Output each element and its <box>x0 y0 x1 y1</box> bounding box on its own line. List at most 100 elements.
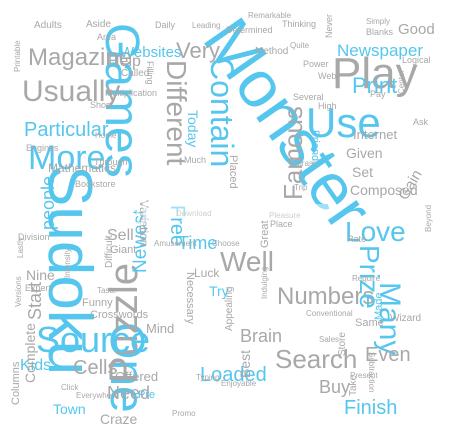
word-more: More <box>28 139 106 177</box>
word-newspaper: Newspaper <box>337 41 423 60</box>
word-method: Method <box>255 46 289 57</box>
word-taste: Taste <box>97 286 117 295</box>
word-download: Download <box>176 209 212 218</box>
word-today: Today <box>185 110 201 148</box>
word-mathematics: Mathematics <box>48 161 117 175</box>
word-determined: Determined <box>226 25 273 35</box>
word-play: Play <box>332 49 418 98</box>
word-loaded: Loaded <box>200 364 267 386</box>
word-made: Made <box>373 292 385 320</box>
word-town: Town <box>53 401 86 417</box>
word-kids: Kids <box>20 357 52 374</box>
word-even: Even <box>365 344 411 366</box>
word-mind: Mind <box>146 321 175 336</box>
word-sales: Sales <box>319 335 340 344</box>
word-search: Search <box>275 344 358 374</box>
word-very: Very <box>176 38 221 63</box>
word-magazine: Magazine <box>28 44 133 71</box>
word-trip: Trip <box>294 183 308 192</box>
word-websites: Websites <box>120 44 182 61</box>
word-intensity: Intensity <box>63 248 72 278</box>
word-through: Through <box>94 157 128 167</box>
word-thinking: Thinking <box>282 19 317 29</box>
word-love: Love <box>345 216 406 247</box>
word-area: Area <box>97 32 117 42</box>
word-printable: Printable <box>13 40 22 72</box>
word-buy: Buy <box>319 377 351 397</box>
word-engines: Engines <box>26 143 59 153</box>
word-source: Source <box>36 319 151 360</box>
word-require: Require <box>352 274 381 283</box>
word-click: Click <box>61 383 79 392</box>
word-simply: Simply <box>366 17 391 26</box>
word-division: Division <box>18 232 50 242</box>
word-promo: Promo <box>172 409 196 418</box>
word-offered: Offered <box>115 369 159 384</box>
word-funny: Funny <box>82 297 113 309</box>
word-complete: Complete <box>22 323 38 383</box>
word-several: Several <box>293 92 324 102</box>
word-nine: Nine <box>26 267 55 283</box>
word-web: Web <box>318 71 337 81</box>
word-people: people <box>38 175 58 230</box>
word-print: Print <box>352 73 398 98</box>
word-time: Time <box>178 233 218 253</box>
word-appealing: Appealing <box>224 286 235 331</box>
word-quite: Quite <box>290 41 310 50</box>
word-daily: Daily <box>155 20 176 30</box>
word-store: Store <box>337 332 348 356</box>
word-pay: Pay <box>370 89 386 99</box>
word-logical: Logical <box>402 55 431 65</box>
word-good: Good <box>398 21 435 38</box>
word-placed: Placed <box>227 155 239 189</box>
word-cells: Cells <box>73 357 118 379</box>
word-high: High <box>318 101 337 111</box>
word-bookstore: Bookstore <box>75 179 116 189</box>
word-indulging: Indulging <box>260 266 269 299</box>
word-given: Given <box>346 145 383 161</box>
word-filling: Filling <box>145 61 155 85</box>
word-center: Center <box>397 69 406 94</box>
word-blanks: Blanks <box>366 27 394 37</box>
word-multiplication: Multiplication <box>105 88 158 98</box>
word-columns: Columns <box>10 361 22 405</box>
word-giant: Giant <box>110 244 137 256</box>
word-amusement: Amusement <box>154 239 197 248</box>
word-particular: Particular <box>24 119 109 141</box>
word-lastly: Lastly <box>16 237 25 258</box>
word-wizard: Wizard <box>390 313 422 324</box>
word-versions: Versions <box>14 276 23 307</box>
word-conventional: Conventional <box>306 309 353 318</box>
word-expert: Expert <box>25 283 52 293</box>
word-use: Use <box>306 99 381 146</box>
word-phrase: Phrase <box>292 159 318 168</box>
word-enjoyable: Enjoyable <box>221 379 257 388</box>
word-short: Short <box>90 100 112 110</box>
word-leading: Leading <box>192 21 221 30</box>
word-called: Called <box>121 68 150 79</box>
word-composed: Composed <box>350 182 418 198</box>
word-difficult: Difficult <box>104 235 115 268</box>
word-same: Same <box>355 317 384 329</box>
word-gain: Gain <box>395 167 426 203</box>
word-much: Much <box>184 155 207 165</box>
word-internet: Internet <box>353 127 398 142</box>
word-need: Need <box>107 383 151 403</box>
word-aside: Aside <box>86 19 112 30</box>
word-power: Power <box>303 59 329 69</box>
word-subtraction: Subtraction <box>367 352 376 393</box>
word-sell: Sell <box>107 227 134 244</box>
word-finish: Finish <box>344 397 398 419</box>
word-home: Home <box>95 131 117 140</box>
word-place: Place <box>270 219 293 229</box>
word-present: Present <box>350 371 378 380</box>
word-contain: Contain <box>204 57 240 168</box>
word-help: Help <box>108 53 141 70</box>
word-remarkable: Remarkable <box>248 11 292 20</box>
word-adults: Adults <box>34 20 62 31</box>
word-try: Try <box>209 283 229 299</box>
word-numbers: Numbers <box>277 283 375 310</box>
word-brain: Brain <box>240 326 283 346</box>
word-usually: Usually <box>22 75 121 108</box>
